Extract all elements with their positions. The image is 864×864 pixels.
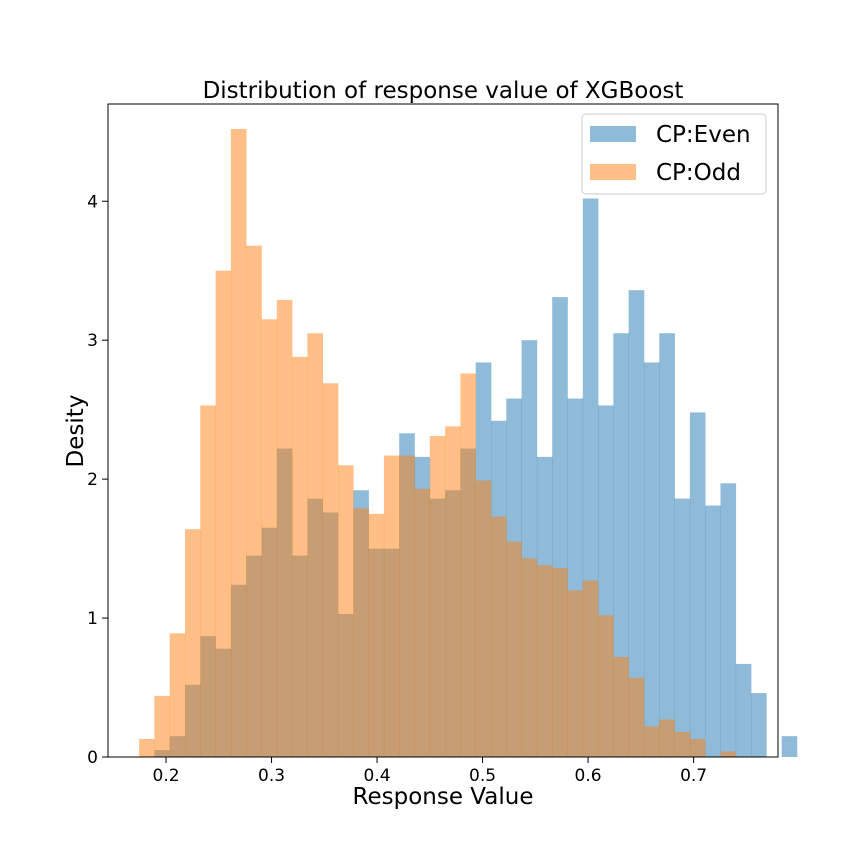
bar-odd-7 (246, 245, 262, 757)
bar-even-33 (644, 362, 660, 757)
bar-odd-27 (552, 568, 568, 757)
chart-title: Distribution of response value of XGBoos… (203, 78, 684, 104)
y-axis: 0 1 2 3 4 (87, 192, 108, 768)
bar-odd-26 (536, 565, 553, 757)
bar-odd-8 (261, 319, 278, 757)
bar-odd-18 (414, 488, 431, 757)
bar-odd-0 (139, 738, 155, 757)
x-tick-label: 0.6 (575, 766, 602, 786)
y-tick-label: 0 (87, 748, 98, 768)
bar-odd-30 (598, 615, 614, 757)
bar-odd-16 (383, 455, 400, 757)
bar-even-40 (751, 693, 767, 757)
bar-even-39 (735, 663, 752, 757)
bar-odd-17 (399, 455, 415, 757)
bar-odd-24 (506, 541, 522, 757)
y-tick-label: 2 (87, 470, 98, 490)
axes-frame (107, 103, 779, 758)
bar-odd-28 (567, 590, 584, 757)
x-axis-label: Response Value (353, 784, 534, 810)
y-tick-label: 3 (87, 331, 98, 351)
bar-odd-4 (200, 405, 216, 757)
bar-odd-29 (582, 580, 599, 757)
series-odd-bars (139, 129, 737, 757)
bar-even-35 (674, 498, 691, 757)
bar-odd-19 (429, 436, 446, 757)
x-tick-label: 0.2 (153, 766, 180, 786)
x-tick-label: 0.3 (258, 766, 285, 786)
legend-label-odd: CP:Odd (656, 160, 741, 186)
bar-odd-20 (445, 426, 461, 757)
bar-odd-38 (720, 751, 737, 757)
bar-odd-31 (613, 656, 630, 757)
bar-odd-10 (292, 356, 308, 757)
bar-odd-33 (644, 726, 660, 757)
bar-odd-6 (230, 129, 247, 757)
legend-label-even: CP:Even (656, 122, 751, 148)
bar-odd-15 (368, 513, 385, 757)
y-axis-label: Desity (63, 395, 89, 468)
legend: CP:Even CP:Odd (581, 113, 767, 195)
bar-even-34 (659, 333, 675, 757)
legend-swatch-even (590, 126, 636, 142)
bar-even-32 (628, 290, 645, 757)
bar-odd-2 (169, 633, 186, 757)
bar-even-38 (720, 483, 737, 757)
x-tick-label: 0.4 (364, 766, 391, 786)
bar-odd-12 (322, 383, 339, 757)
legend-swatch-odd (590, 164, 636, 180)
bar-odd-34 (659, 719, 675, 757)
bar-odd-21 (460, 373, 477, 757)
bar-even-42 (781, 736, 798, 757)
bar-odd-23 (491, 516, 507, 757)
bar-odd-1 (154, 695, 171, 757)
bar-odd-5 (215, 270, 232, 757)
bar-odd-35 (674, 731, 691, 757)
bar-odd-3 (185, 529, 201, 757)
x-tick-label: 0.5 (469, 766, 496, 786)
bar-odd-36 (689, 738, 706, 757)
bar-odd-14 (353, 508, 369, 757)
bar-even-36 (689, 412, 706, 757)
bar-odd-22 (475, 480, 492, 757)
bar-odd-13 (338, 465, 354, 757)
bar-odd-25 (521, 558, 538, 757)
x-tick-label: 0.7 (680, 766, 707, 786)
x-axis: 0.2 0.3 0.4 0.5 0.6 0.7 (153, 757, 707, 786)
bar-even-31 (613, 333, 630, 757)
bar-odd-11 (307, 333, 324, 757)
bar-odd-9 (276, 299, 293, 757)
y-tick-label: 4 (87, 192, 98, 212)
bar-even-37 (705, 505, 721, 757)
y-tick-label: 1 (87, 609, 98, 629)
bar-odd-32 (628, 677, 645, 757)
